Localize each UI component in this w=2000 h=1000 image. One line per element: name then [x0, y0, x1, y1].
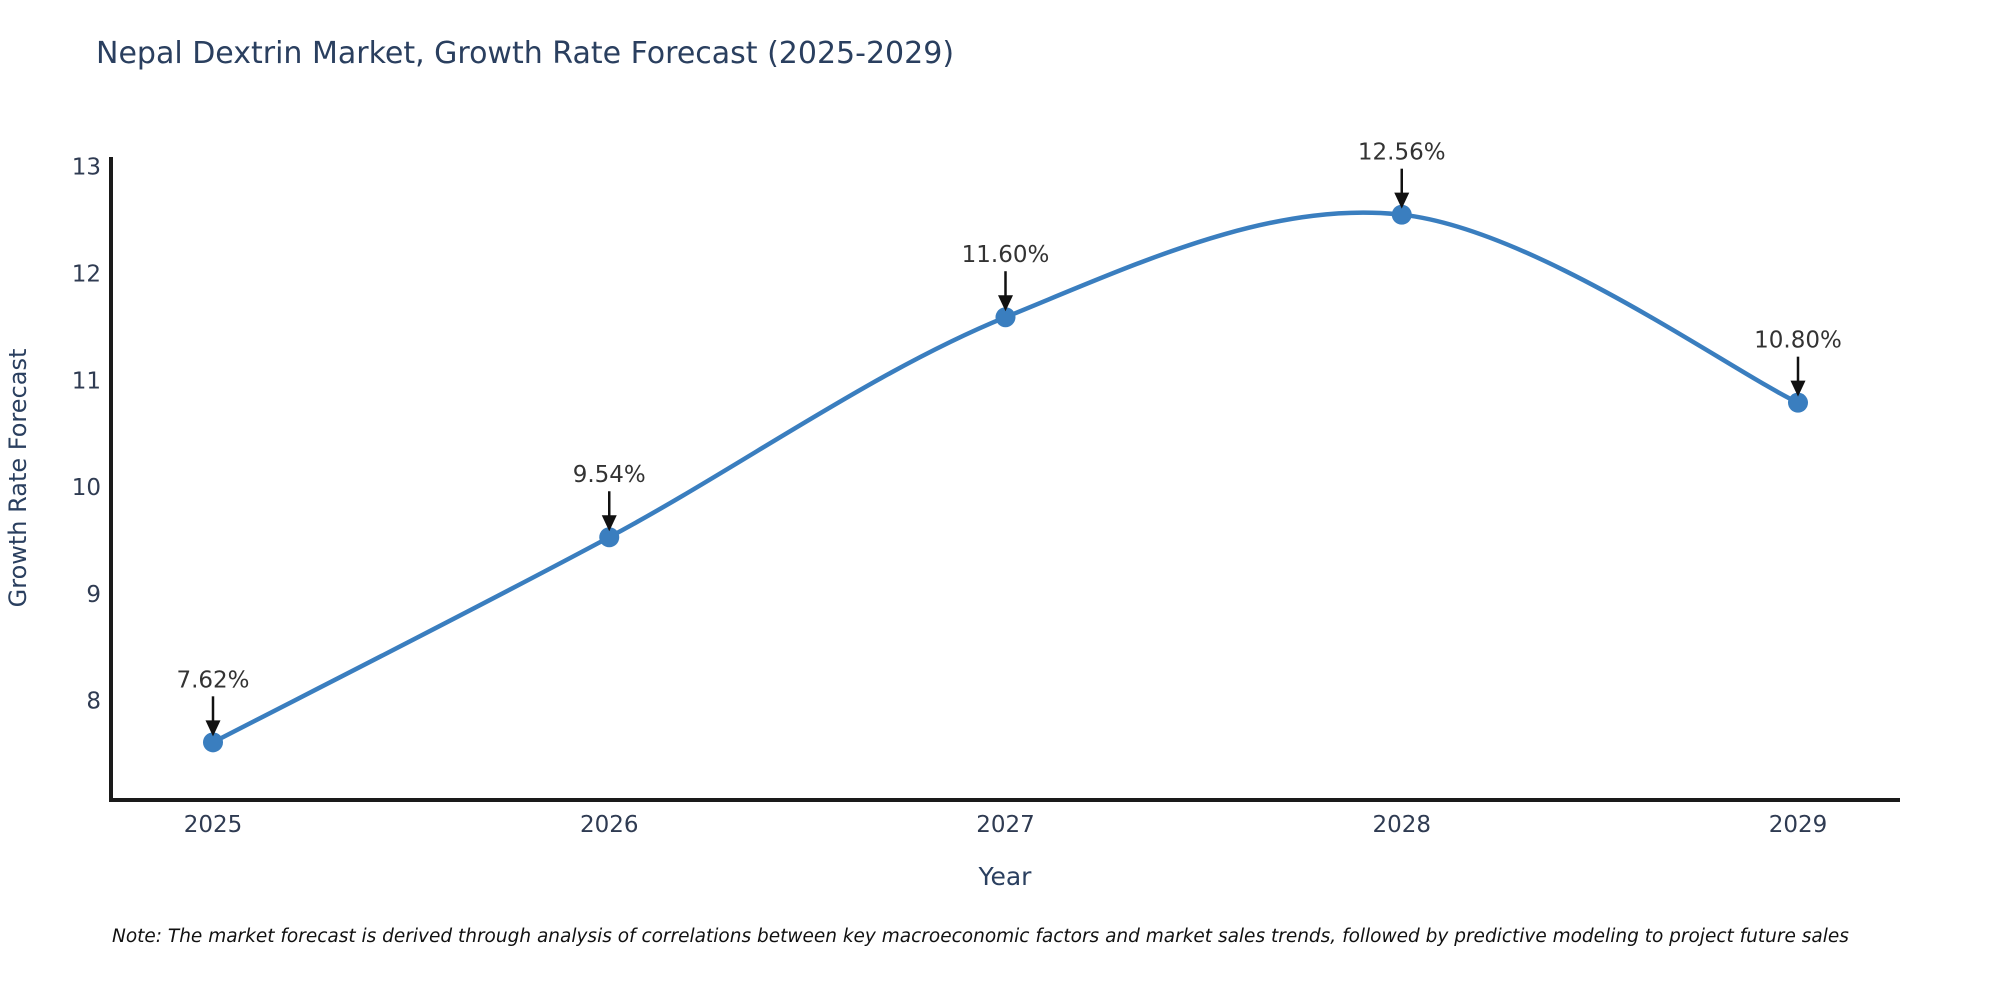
y-tick-label: 11 — [72, 368, 101, 394]
x-axis-title: Year — [978, 862, 1033, 891]
annotation-arrow-head — [1394, 192, 1410, 209]
y-tick-label: 13 — [72, 155, 101, 181]
annotation-arrow-head — [601, 515, 617, 532]
axes-spines — [109, 157, 1900, 802]
data-point-2025 — [203, 732, 223, 753]
data-point-2026 — [599, 527, 620, 548]
point-value-label: 10.80% — [1754, 328, 1842, 354]
line-chart-canvas: 7.62%9.54%11.60%12.56%10.80% 2025 2026 202… — [4, 140, 1900, 891]
point-value-label: 12.56% — [1358, 140, 1446, 166]
y-tick-label: 9 — [86, 582, 101, 608]
point-value-label: 7.62% — [176, 667, 249, 693]
point-annotations: 7.62% 9.54% 11.60% 12.56% 10.80% — [176, 140, 1842, 737]
chart-footnote: Note: The market forecast is derived thr… — [112, 926, 1849, 947]
y-axis-ticks: 8 9 10 11 12 13 — [72, 155, 101, 715]
point-value-label: 9.54% — [573, 462, 646, 488]
x-tick-label: 2027 — [976, 812, 1035, 838]
y-tick-label: 8 — [86, 689, 101, 715]
y-tick-label: 10 — [72, 475, 101, 501]
x-tick-label: 2026 — [580, 812, 639, 838]
data-point-2028 — [1391, 204, 1412, 225]
line-series — [203, 204, 1808, 753]
x-tick-label: 2025 — [184, 812, 243, 838]
annotation-arrow-head — [998, 295, 1013, 312]
x-tick-label: 2029 — [1769, 812, 1828, 838]
y-tick-label: 12 — [72, 261, 101, 287]
annotation-arrow-head — [205, 720, 221, 737]
data-point-2027 — [995, 307, 1016, 328]
x-tick-label: 2028 — [1372, 812, 1431, 838]
point-value-label: 11.60% — [962, 242, 1050, 268]
data-point-2029 — [1788, 392, 1808, 413]
x-axis-ticks: 2025 2026 2027 2028 2029 — [184, 812, 1828, 838]
y-axis-title: Growth Rate Forecast — [4, 349, 32, 608]
annotation-arrow-head — [1790, 380, 1806, 397]
chart-title: Nepal Dextrin Market, Growth Rate Foreca… — [96, 36, 955, 71]
